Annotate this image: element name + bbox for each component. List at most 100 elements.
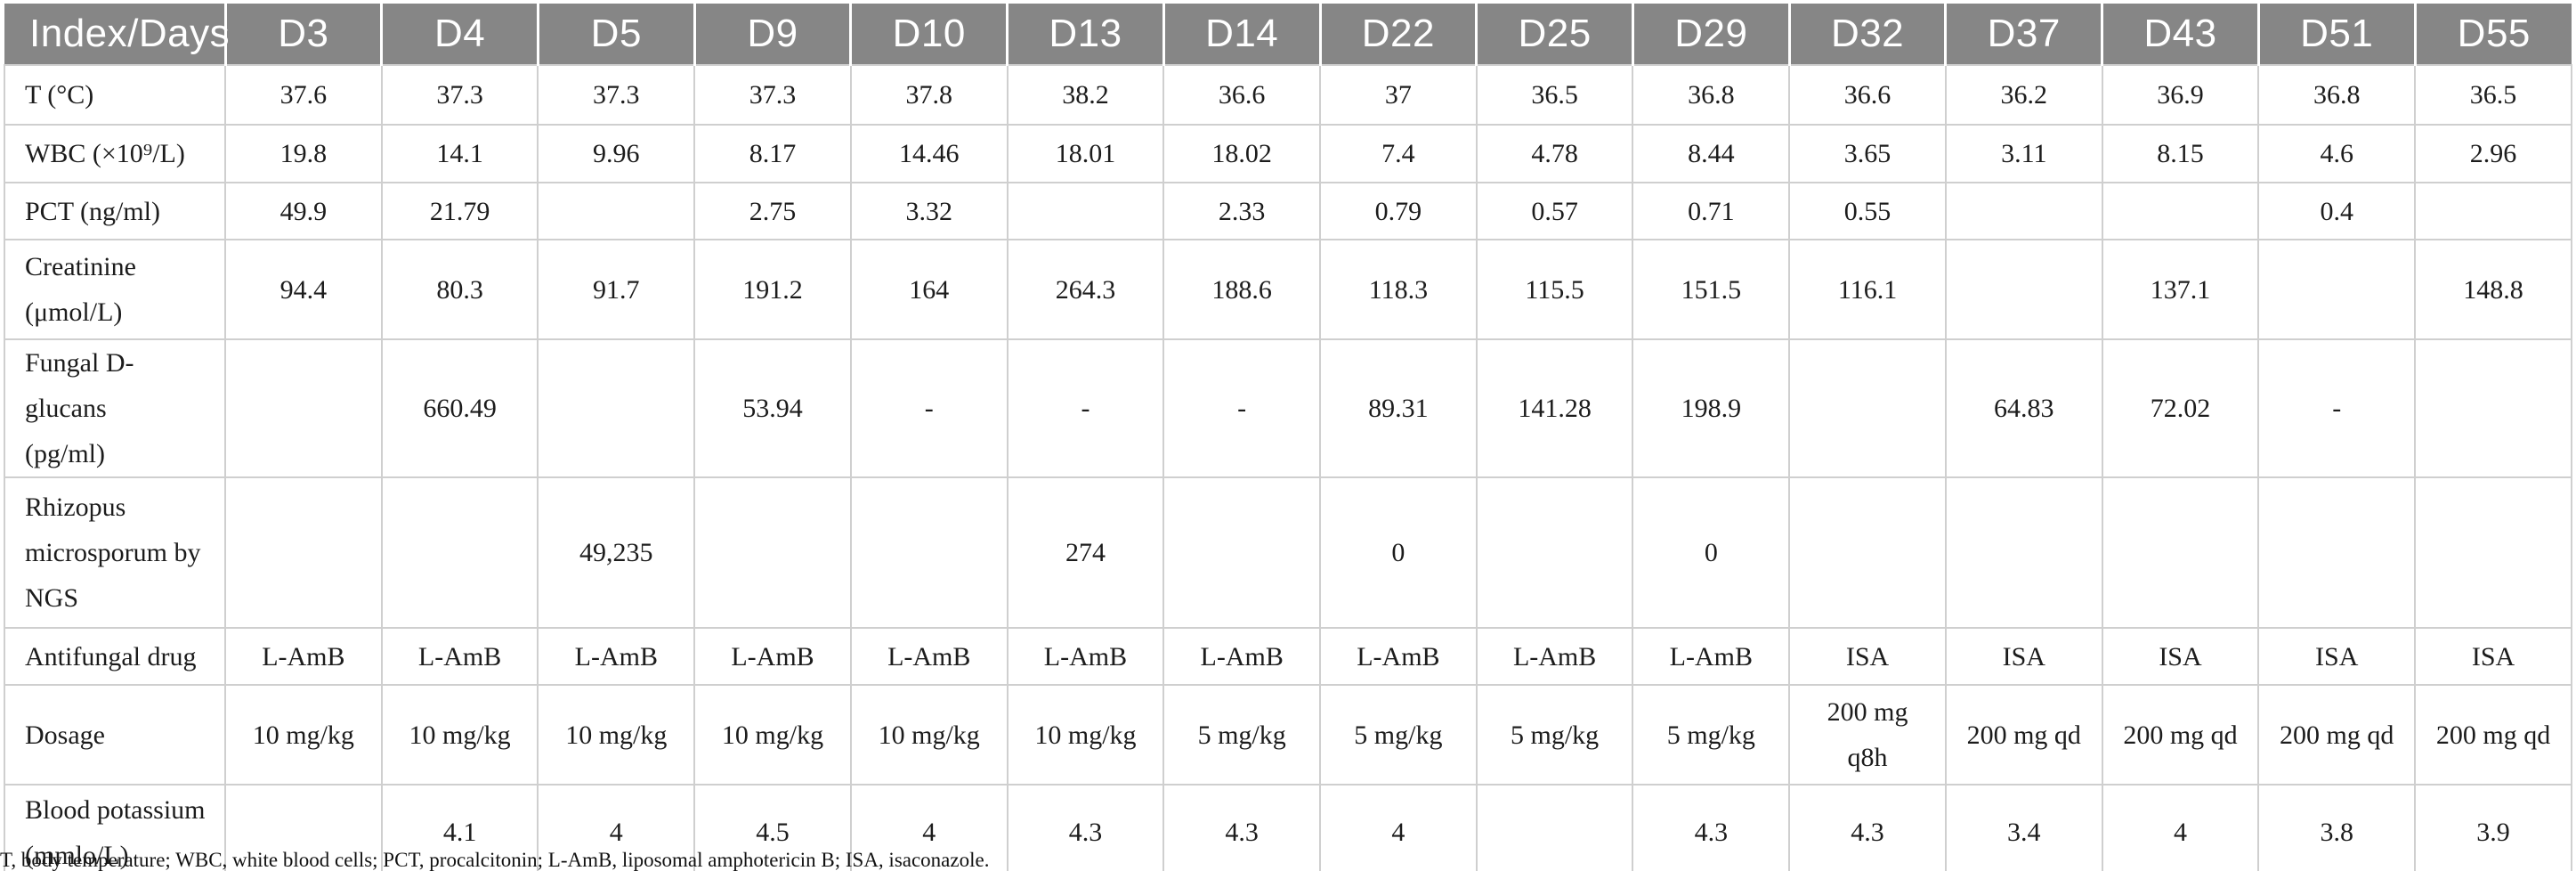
table-cell — [1944, 182, 2103, 240]
table-cell — [1788, 338, 1947, 478]
table-cell: 9.96 — [537, 124, 696, 183]
table-cell: 4.6 — [2257, 124, 2417, 183]
table-cell: ISA — [2257, 627, 2417, 686]
table-cell: 37.3 — [380, 64, 539, 126]
table-cell: 660.49 — [380, 338, 539, 478]
table-cell: 37.3 — [693, 64, 852, 126]
table-cell: 200 mg qd — [2101, 684, 2260, 786]
table-cell — [2101, 476, 2260, 629]
table-cell: 36.5 — [1475, 64, 1634, 126]
table-cell: 36.6 — [1788, 64, 1947, 126]
table-cell: L-AmB — [224, 627, 383, 686]
table-cell: 200 mg qd — [2414, 684, 2572, 786]
table-cell: 115.5 — [1475, 239, 1634, 340]
table-cell — [1162, 476, 1322, 629]
table-cell: 198.9 — [1632, 338, 1791, 478]
table-cell: 264.3 — [1006, 239, 1165, 340]
table-cell: ISA — [1944, 627, 2103, 686]
table-cell: 0 — [1632, 476, 1791, 629]
table-cell: 36.9 — [2101, 64, 2260, 126]
table-cell: 49,235 — [537, 476, 696, 629]
table-cell — [1788, 476, 1947, 629]
table-cell: 3.9 — [2414, 784, 2572, 871]
table-cell — [2414, 476, 2572, 629]
table-cell — [2414, 338, 2572, 478]
table-cell: 4.78 — [1475, 124, 1634, 183]
table-cell: 0 — [1319, 476, 1478, 629]
table-cell: - — [2257, 338, 2417, 478]
table-cell: 80.3 — [380, 239, 539, 340]
day-column-header: D10 — [849, 4, 1008, 66]
table-cell: 4.5 — [693, 784, 852, 871]
table-row: Fungal D-glucans (pg/ml) 660.49 53.94- - -89… — [4, 338, 2572, 478]
table-cell: 4 — [2101, 784, 2260, 871]
table-cell: 4 — [1319, 784, 1478, 871]
table-cell: 36.8 — [1632, 64, 1791, 126]
day-column-header: D5 — [536, 4, 695, 66]
table-cell — [2257, 476, 2417, 629]
table-row: Antifungal drug L-AmB L-AmB L-AmB L-AmB L-AmB… — [4, 627, 2572, 686]
table-cell: 200 mg qd — [2257, 684, 2417, 786]
table-row: Dosage 10 mg/kg 10 mg/kg 10 mg/kg 10 mg/kg 10… — [4, 684, 2572, 786]
table-cell: ISA — [2414, 627, 2572, 686]
table-cell: L-AmB — [1632, 627, 1791, 686]
table-cell: 10 mg/kg — [693, 684, 852, 786]
table-cell: L-AmB — [849, 627, 1009, 686]
table-cell: 116.1 — [1788, 239, 1947, 340]
table-cell: 89.31 — [1319, 338, 1478, 478]
table-cell: 3.8 — [2257, 784, 2417, 871]
table-cell: 21.79 — [380, 182, 539, 240]
table-cell: 4.3 — [1162, 784, 1322, 871]
table-cell: 164 — [849, 239, 1009, 340]
day-column-header: D37 — [1944, 4, 2102, 66]
table-cell — [1006, 182, 1165, 240]
table-cell: L-AmB — [693, 627, 852, 686]
day-column-header: D14 — [1162, 4, 1321, 66]
table-cell: 38.2 — [1006, 64, 1165, 126]
table-row: PCT (ng/ml) 49.9 21.79 2.75 3.32 2.33 0.79 0.57… — [4, 182, 2572, 240]
table-cell: 72.02 — [2101, 338, 2260, 478]
day-column-header: D3 — [223, 4, 382, 66]
table-row: Creatinine (μmol/L) 94.4 80.3 91.7 191.2 164 2… — [4, 239, 2572, 340]
table-cell: 10 mg/kg — [224, 684, 383, 786]
table-cell: L-AmB — [1475, 627, 1634, 686]
table-cell: 64.83 — [1944, 338, 2103, 478]
day-column-header: D51 — [2256, 4, 2416, 66]
table-cell: 4.3 — [1632, 784, 1791, 871]
table-body: T (°C) 37.6 37.3 37.3 37.3 37.8 38.2 36.6 37 36.5… — [4, 64, 2572, 871]
table-cell: 2.75 — [693, 182, 852, 240]
table-cell: 8.44 — [1632, 124, 1791, 183]
table-cell: 118.3 — [1319, 239, 1478, 340]
table-cell: L-AmB — [1006, 627, 1165, 686]
table-cell: 141.28 — [1475, 338, 1634, 478]
table-cell: 10 mg/kg — [849, 684, 1009, 786]
table-header: Index/Days D3 D4 D5 D9 D10 D13 D14 D22 D25 D29 D32 D… — [4, 4, 2572, 66]
table-cell: 53.94 — [693, 338, 852, 478]
table-cell — [537, 338, 696, 478]
table-cell — [1944, 476, 2103, 629]
table-cell — [224, 476, 383, 629]
table-cell: L-AmB — [537, 627, 696, 686]
table-cell: 37.8 — [849, 64, 1009, 126]
day-column-header: D29 — [1631, 4, 1790, 66]
table-cell: 5 mg/kg — [1319, 684, 1478, 786]
row-label: PCT (ng/ml) — [4, 182, 226, 240]
table-cell: - — [1162, 338, 1322, 478]
table-cell: 36.2 — [1944, 64, 2103, 126]
table-cell: - — [849, 338, 1009, 478]
table-container: Index/Days D3 D4 D5 D9 D10 D13 D14 D22 D25 D29 D32 D… — [4, 4, 2572, 871]
table-cell: 7.4 — [1319, 124, 1478, 183]
row-label: Antifungal drug — [4, 627, 226, 686]
table-cell: 4.3 — [1006, 784, 1165, 871]
day-column-header: D22 — [1318, 4, 1477, 66]
table-cell — [537, 182, 696, 240]
table-cell: 3.4 — [1944, 784, 2103, 871]
table-cell — [2257, 239, 2417, 340]
table-cell: 200 mg q8h — [1788, 684, 1947, 786]
row-label: WBC (×10⁹/L) — [4, 124, 226, 183]
table-cell: 0.79 — [1319, 182, 1478, 240]
table-cell: 137.1 — [2101, 239, 2260, 340]
day-column-header: D25 — [1475, 4, 1633, 66]
day-column-header: D55 — [2413, 4, 2572, 66]
header-row: Index/Days D3 D4 D5 D9 D10 D13 D14 D22 D25 D29 D32 D… — [4, 4, 2572, 66]
